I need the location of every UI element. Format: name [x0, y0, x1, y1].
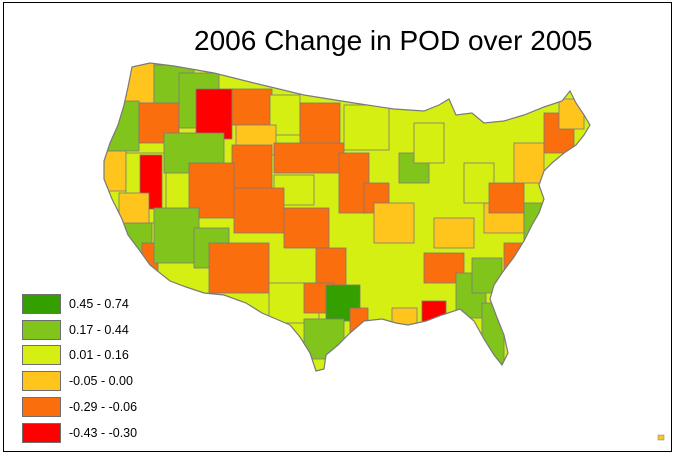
region-illinois: [373, 202, 415, 244]
legend-item: -0.05 - 0.00: [22, 368, 137, 394]
region-kansas: [283, 207, 330, 249]
region-california-central: [118, 192, 150, 229]
region-pennsylvania: [488, 182, 525, 214]
legend-swatch: [22, 293, 61, 314]
legend-label: -0.43 - -0.30: [69, 425, 138, 440]
region-new-york: [513, 142, 545, 184]
region-kentucky: [433, 217, 475, 249]
region-colorado: [233, 187, 285, 234]
region-new-mexico: [208, 242, 270, 294]
region-montana-north: [269, 94, 301, 136]
region-wyoming-west: [231, 144, 273, 196]
legend-swatch: [22, 422, 61, 443]
region-maine: [558, 98, 585, 130]
legend-swatch: [22, 397, 61, 418]
us-choropleth-map: [103, 62, 665, 441]
legend-label: 0.17 - 0.44: [69, 322, 129, 337]
map-frame: 2006 Change in POD over 2005 0.45 - 0.74…: [3, 2, 672, 452]
legend-swatch: [22, 345, 61, 366]
region-montana-west-hotspot: [195, 88, 233, 140]
region-mississippi-hotspot: [421, 300, 447, 324]
legend-label: -0.05 - 0.00: [69, 374, 133, 389]
region-carolina: [503, 242, 535, 274]
region-tennessee: [423, 252, 465, 284]
legend-item: 0.01 - 0.16: [22, 343, 137, 369]
legend: 0.45 - 0.74 0.17 - 0.44 0.01 - 0.16 -0.0…: [22, 291, 137, 446]
map-title: 2006 Change in POD over 2005: [194, 25, 593, 56]
region-south-dakota: [273, 142, 345, 174]
region-louisiana-west: [349, 307, 369, 339]
legend-swatch: [22, 319, 61, 340]
region-washington-coast: [113, 63, 155, 104]
legend-label: 0.45 - 0.74: [69, 296, 129, 311]
legend-label: 0.01 - 0.16: [69, 348, 129, 363]
region-michigan: [413, 122, 445, 164]
legend-swatch: [22, 371, 61, 392]
region-georgia: [471, 257, 503, 294]
island-marker: [657, 434, 665, 441]
legend-item: 0.45 - 0.74: [22, 291, 137, 317]
region-montana-east: [231, 88, 273, 126]
region-oregon-coast: [104, 150, 127, 192]
legend-item: -0.43 - -0.30: [22, 420, 137, 446]
region-oklahoma: [315, 247, 347, 289]
region-minnesota: [343, 104, 390, 151]
region-arizona: [153, 207, 200, 264]
legend-label: -0.29 - -0.06: [69, 400, 138, 415]
county-regions: [104, 63, 590, 371]
legend-item: -0.29 - -0.06: [22, 394, 137, 420]
legend-item: 0.17 - 0.44: [22, 317, 137, 343]
